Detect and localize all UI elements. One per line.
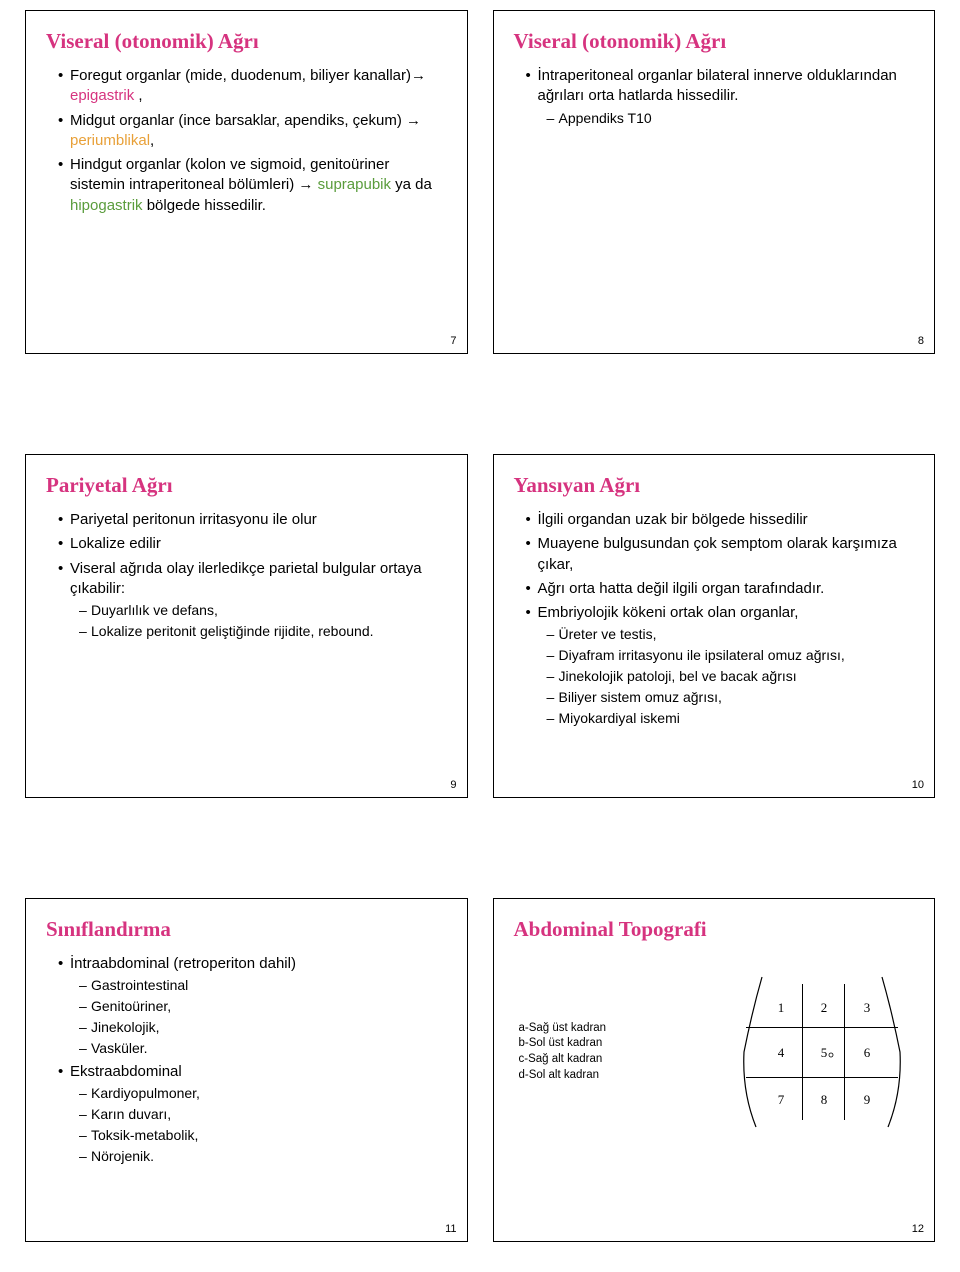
sub-list: Appendiks T10 — [538, 109, 915, 128]
region-num: 1 — [774, 1000, 788, 1016]
region-num: 7 — [774, 1092, 788, 1108]
bullet-item: İlgili organdan uzak bir bölgede hissedi… — [526, 510, 915, 530]
bullet-item: İntraperitoneal organlar bilateral inner… — [526, 66, 915, 127]
slide-title: Viseral (otonomik) Ağrı — [514, 29, 915, 54]
sub-item: Jinekolojik, — [79, 1018, 447, 1037]
region-num: 4 — [774, 1045, 788, 1061]
bullet-list: İntraperitoneal organlar bilateral inner… — [514, 66, 915, 127]
region-num: 8 — [817, 1092, 831, 1108]
bullet-item: Lokalize edilir — [58, 534, 447, 554]
text: , — [150, 132, 154, 149]
bullet-list: İlgili organdan uzak bir bölgede hissedi… — [514, 510, 915, 728]
text: bölgede hissedilir. — [143, 197, 266, 214]
sub-list: Kardiyopulmoner, Karın duvarı, Toksik-me… — [70, 1084, 447, 1166]
sub-item: Karın duvarı, — [79, 1105, 447, 1124]
bullet-item: Viseral ağrıda olay ilerledikçe parietal… — [58, 559, 447, 641]
slide-number: 11 — [445, 1223, 456, 1235]
legend-item: a-Sağ üst kadran — [519, 1021, 607, 1037]
bullet-item: Midgut organlar (ince barsaklar, apendik… — [58, 111, 447, 152]
bullet-item: Foregut organlar (mide, duodenum, biliye… — [58, 66, 447, 107]
sub-item: Biliyer sistem omuz ağrısı, — [547, 688, 915, 707]
sub-item: Kardiyopulmoner, — [79, 1084, 447, 1103]
slide-number: 8 — [918, 335, 924, 347]
text-highlight: suprapubik — [318, 176, 391, 193]
slide-number: 7 — [450, 335, 456, 347]
text-highlight: periumblikal — [70, 132, 150, 149]
region-num: 6 — [860, 1045, 874, 1061]
sub-list: Gastrointestinal Genitoüriner, Jinekoloj… — [70, 976, 447, 1058]
sub-list: Üreter ve testis, Diyafram irritasyonu i… — [538, 625, 915, 727]
slide-title: Sınıflandırma — [46, 917, 447, 942]
sub-item: Üreter ve testis, — [547, 625, 915, 644]
region-num: 3 — [860, 1000, 874, 1016]
slide-title: Abdominal Topografi — [514, 917, 915, 942]
bullet-item: Muayene bulgusundan çok semptom olarak k… — [526, 534, 915, 575]
slide-10: Yansıyan Ağrı İlgili organdan uzak bir b… — [493, 454, 936, 798]
navel-icon — [828, 1052, 834, 1058]
slide-12: Abdominal Topografi a-Sağ üst kadran b-S… — [493, 898, 936, 1242]
sub-item: Vasküler. — [79, 1039, 447, 1058]
text: Embriyolojik kökeni ortak olan organlar, — [538, 604, 799, 621]
bullet-item: Pariyetal peritonun irritasyonu ile olur — [58, 510, 447, 530]
region-num: 2 — [817, 1000, 831, 1016]
abdomen-diagram: 1 2 3 4 5 6 7 8 9 — [734, 972, 909, 1132]
topography-content: a-Sağ üst kadran b-Sol üst kadran c-Sağ … — [514, 972, 915, 1132]
slide-number: 12 — [912, 1223, 924, 1235]
sub-item: Jinekolojik patoloji, bel ve bacak ağrıs… — [547, 667, 915, 686]
bullet-list: İntraabdominal (retroperiton dahil) Gast… — [46, 954, 447, 1166]
sub-item: Nörojenik. — [79, 1147, 447, 1166]
slide-11: Sınıflandırma İntraabdominal (retroperit… — [25, 898, 468, 1242]
region-num: 9 — [860, 1092, 874, 1108]
text-highlight: hipogastrik — [70, 197, 143, 214]
bullet-item: Hindgut organlar (kolon ve sigmoid, geni… — [58, 155, 447, 216]
bullet-item: Embriyolojik kökeni ortak olan organlar,… — [526, 603, 915, 728]
text: Midgut organlar (ince barsaklar, apendik… — [70, 112, 421, 129]
sub-item: Gastrointestinal — [79, 976, 447, 995]
slide-title: Yansıyan Ağrı — [514, 473, 915, 498]
text: İntraabdominal (retroperiton dahil) — [70, 955, 296, 972]
sub-item: Toksik-metabolik, — [79, 1126, 447, 1145]
legend: a-Sağ üst kadran b-Sol üst kadran c-Sağ … — [519, 1021, 607, 1083]
text: Foregut organlar (mide, duodenum, biliye… — [70, 67, 426, 84]
slide-title: Viseral (otonomik) Ağrı — [46, 29, 447, 54]
sub-item: Diyafram irritasyonu ile ipsilateral omu… — [547, 646, 915, 665]
text: Viseral ağrıda olay ilerledikçe parietal… — [70, 560, 422, 597]
text: ya da — [391, 176, 432, 193]
text: Ekstraabdominal — [70, 1063, 182, 1080]
bullet-list: Foregut organlar (mide, duodenum, biliye… — [46, 66, 447, 216]
text: , — [134, 87, 142, 104]
slide-number: 10 — [912, 779, 924, 791]
slide-title: Pariyetal Ağrı — [46, 473, 447, 498]
legend-item: b-Sol üst kadran — [519, 1036, 607, 1052]
bullet-list: Pariyetal peritonun irritasyonu ile olur… — [46, 510, 447, 641]
sub-item: Appendiks T10 — [547, 109, 915, 128]
slide-7: Viseral (otonomik) Ağrı Foregut organlar… — [25, 10, 468, 354]
sub-item: Lokalize peritonit geliştiğinde rijidite… — [79, 622, 447, 641]
legend-item: d-Sol alt kadran — [519, 1068, 607, 1084]
sub-item: Duyarlılık ve defans, — [79, 601, 447, 620]
slide-8: Viseral (otonomik) Ağrı İntraperitoneal … — [493, 10, 936, 354]
slide-number: 9 — [450, 779, 456, 791]
text-highlight: epigastrik — [70, 87, 134, 104]
handout-grid: Viseral (otonomik) Ağrı Foregut organlar… — [0, 0, 960, 1272]
sub-list: Duyarlılık ve defans, Lokalize peritonit… — [70, 601, 447, 641]
legend-item: c-Sağ alt kadran — [519, 1052, 607, 1068]
bullet-item: İntraabdominal (retroperiton dahil) Gast… — [58, 954, 447, 1058]
sub-item: Genitoüriner, — [79, 997, 447, 1016]
sub-item: Miyokardiyal iskemi — [547, 709, 915, 728]
text: İntraperitoneal organlar bilateral inner… — [538, 67, 897, 104]
slide-9: Pariyetal Ağrı Pariyetal peritonun irrit… — [25, 454, 468, 798]
bullet-item: Ağrı orta hatta değil ilgili organ taraf… — [526, 579, 915, 599]
bullet-item: Ekstraabdominal Kardiyopulmoner, Karın d… — [58, 1062, 447, 1166]
